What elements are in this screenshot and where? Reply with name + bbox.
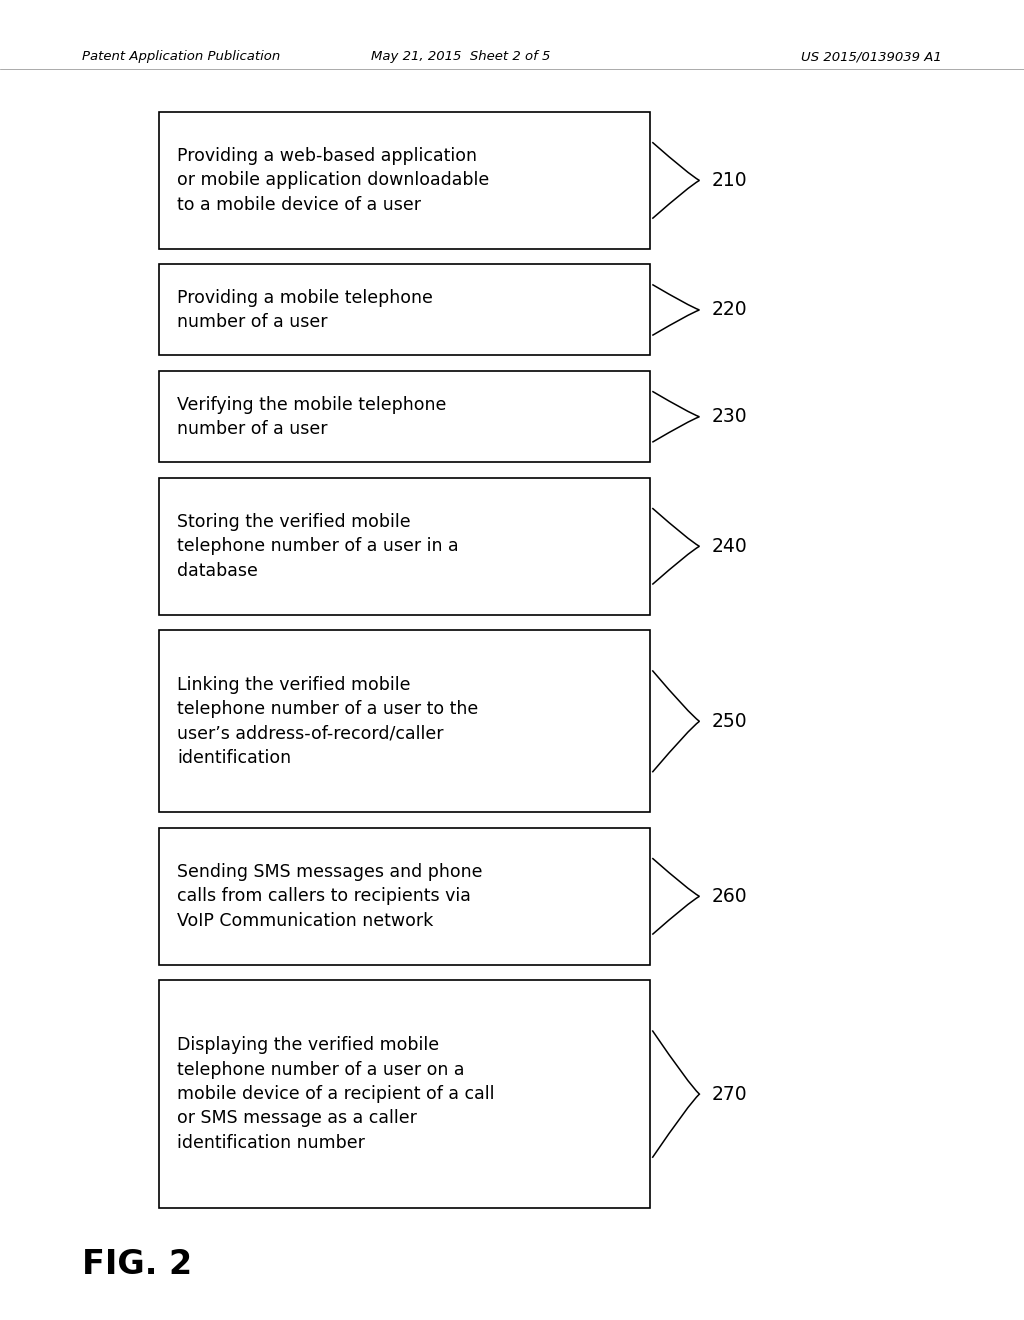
Text: Verifying the mobile telephone
number of a user: Verifying the mobile telephone number of…: [177, 396, 446, 438]
Text: Displaying the verified mobile
telephone number of a user on a
mobile device of : Displaying the verified mobile telephone…: [177, 1036, 495, 1151]
Bar: [159, 112, 650, 248]
Bar: [159, 478, 650, 615]
Bar: [159, 631, 650, 812]
Bar: [159, 264, 650, 355]
Text: Linking the verified mobile
telephone number of a user to the
user’s address-of-: Linking the verified mobile telephone nu…: [177, 676, 478, 767]
Text: FIG. 2: FIG. 2: [82, 1249, 193, 1280]
Text: 250: 250: [712, 711, 748, 731]
Text: 230: 230: [712, 408, 748, 426]
Bar: [159, 981, 650, 1208]
Text: Sending SMS messages and phone
calls from callers to recipients via
VoIP Communi: Sending SMS messages and phone calls fro…: [177, 863, 482, 929]
Text: 260: 260: [712, 887, 748, 906]
Text: Patent Application Publication: Patent Application Publication: [82, 50, 281, 63]
Bar: [159, 828, 650, 965]
Bar: [159, 371, 650, 462]
Text: Providing a web-based application
or mobile application downloadable
to a mobile: Providing a web-based application or mob…: [177, 147, 489, 214]
Text: 220: 220: [712, 301, 748, 319]
Text: Providing a mobile telephone
number of a user: Providing a mobile telephone number of a…: [177, 289, 433, 331]
Text: US 2015/0139039 A1: US 2015/0139039 A1: [802, 50, 942, 63]
Text: 270: 270: [712, 1085, 748, 1104]
Text: Storing the verified mobile
telephone number of a user in a
database: Storing the verified mobile telephone nu…: [177, 513, 459, 579]
Text: 210: 210: [712, 170, 748, 190]
Text: May 21, 2015  Sheet 2 of 5: May 21, 2015 Sheet 2 of 5: [371, 50, 551, 63]
Text: 240: 240: [712, 537, 748, 556]
